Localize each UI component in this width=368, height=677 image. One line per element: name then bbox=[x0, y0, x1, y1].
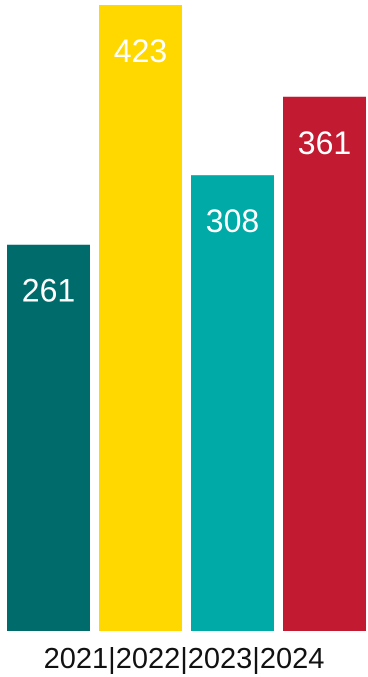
data-label-2022: 423 bbox=[114, 33, 167, 69]
data-label-2024: 361 bbox=[298, 125, 351, 161]
tick-label-2022: 2022 bbox=[116, 643, 181, 675]
data-label-2021: 261 bbox=[22, 273, 75, 309]
bar-2024 bbox=[283, 96, 366, 631]
category-labels-group: 2021|2022|2023|2024 bbox=[44, 643, 325, 675]
tick-label-2021: 2021 bbox=[44, 643, 109, 675]
tick-label-2024: 2024 bbox=[260, 643, 325, 675]
category-separator: | bbox=[252, 643, 260, 675]
category-separator: | bbox=[180, 643, 188, 675]
bar-labels-group: 261 423 308 361 bbox=[22, 33, 351, 309]
bar-2021 bbox=[7, 244, 90, 631]
tick-label-2023: 2023 bbox=[188, 643, 253, 675]
bars-group bbox=[7, 5, 366, 631]
category-separator: | bbox=[108, 643, 116, 675]
category-axis-labels: 2021|2022|2023|2024 bbox=[44, 643, 325, 675]
bar-2023 bbox=[191, 175, 274, 631]
data-label-2023: 308 bbox=[206, 203, 259, 239]
bar-2022 bbox=[99, 5, 182, 631]
